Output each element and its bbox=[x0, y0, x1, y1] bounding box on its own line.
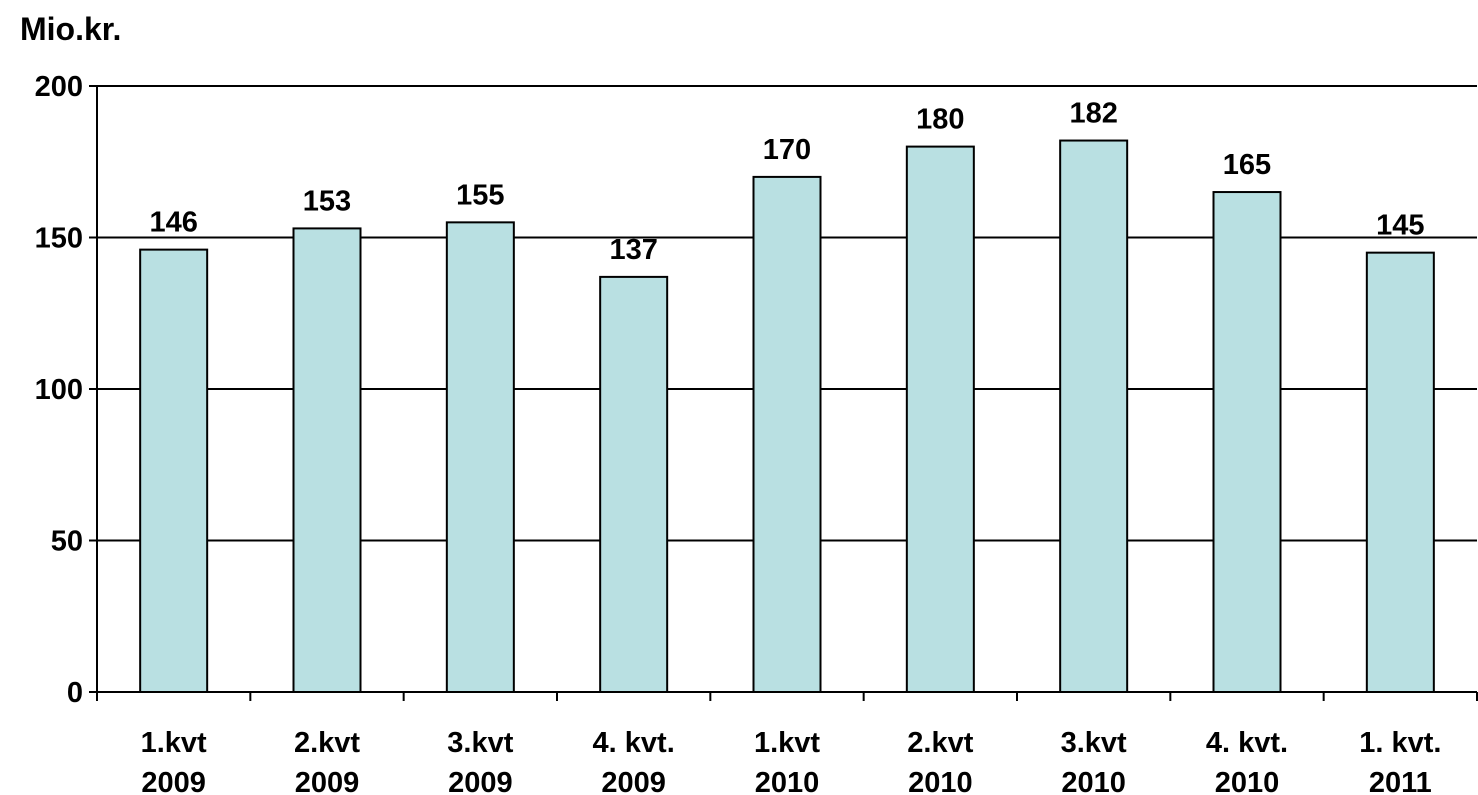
x-category-label-line: 1.kvt bbox=[141, 727, 207, 759]
y-tick-label: 50 bbox=[51, 526, 83, 558]
y-tick-label: 0 bbox=[67, 677, 83, 709]
bars bbox=[139, 139, 1435, 694]
x-category-label: 3.kvt 2009 bbox=[447, 727, 513, 795]
bar bbox=[905, 145, 975, 694]
x-category-label-line: 2.kvt bbox=[294, 727, 360, 759]
bar-value-label: 170 bbox=[763, 134, 811, 166]
bar-value-label: 145 bbox=[1376, 210, 1424, 242]
x-category-label-line: 3.kvt bbox=[447, 727, 513, 759]
labels: 0 50 100 150 200 146 1.kvt 2009 153 2.kvt 2009 155 3… bbox=[35, 71, 1442, 795]
y-tick-label: 150 bbox=[35, 223, 83, 255]
bar bbox=[599, 275, 669, 693]
x-category-label: 2.kvt 2010 bbox=[907, 727, 973, 795]
x-category-label-line: 2009 bbox=[295, 767, 360, 795]
x-category-label-line: 2010 bbox=[755, 767, 820, 795]
bar-value-label: 153 bbox=[303, 185, 351, 217]
x-category-label-line: 1.kvt bbox=[754, 727, 820, 759]
bar-value-label: 155 bbox=[456, 179, 504, 211]
x-category-label-line: 4. kvt. bbox=[593, 727, 675, 759]
y-axis-unit-label: Mio.kr. bbox=[20, 11, 121, 47]
x-category-label-line: 2010 bbox=[1061, 767, 1126, 795]
bar bbox=[1212, 191, 1282, 694]
x-category-label: 2.kvt 2009 bbox=[294, 727, 360, 795]
x-category-label: 1. kvt. 2011 bbox=[1359, 727, 1441, 795]
x-category-label-line: 2009 bbox=[448, 767, 513, 795]
x-category-label-line: 2.kvt bbox=[907, 727, 973, 759]
x-category-label: 4. kvt. 2010 bbox=[1206, 727, 1288, 795]
x-category-label-line: 1. kvt. bbox=[1359, 727, 1441, 759]
x-category-label: 4. kvt. 2009 bbox=[593, 727, 675, 795]
x-category-label: 1.kvt 2009 bbox=[141, 727, 207, 795]
bar bbox=[445, 221, 515, 693]
y-tick-label: 200 bbox=[35, 71, 83, 103]
bar-value-label: 137 bbox=[609, 234, 657, 266]
x-category-label-line: 2009 bbox=[601, 767, 666, 795]
x-category-label-line: 2010 bbox=[908, 767, 973, 795]
x-category-label-line: 2010 bbox=[1215, 767, 1280, 795]
bar bbox=[139, 248, 209, 693]
x-category-label-line: 2009 bbox=[141, 767, 206, 795]
bar-value-label: 146 bbox=[149, 207, 197, 239]
bar bbox=[752, 175, 822, 693]
bar-value-label: 182 bbox=[1069, 98, 1117, 130]
bar-value-label: 180 bbox=[916, 104, 964, 136]
x-category-label: 3.kvt 2010 bbox=[1061, 727, 1127, 795]
x-category-label: 1.kvt 2010 bbox=[754, 727, 820, 795]
x-category-label-line: 4. kvt. bbox=[1206, 727, 1288, 759]
bar bbox=[1365, 251, 1435, 693]
bar bbox=[1059, 139, 1129, 694]
y-tick-label: 100 bbox=[35, 374, 83, 406]
x-category-label-line: 3.kvt bbox=[1061, 727, 1127, 759]
x-category-label-line: 2011 bbox=[1369, 767, 1432, 795]
bar bbox=[292, 227, 362, 693]
bar-value-label: 165 bbox=[1223, 149, 1271, 181]
axes bbox=[89, 85, 1478, 701]
